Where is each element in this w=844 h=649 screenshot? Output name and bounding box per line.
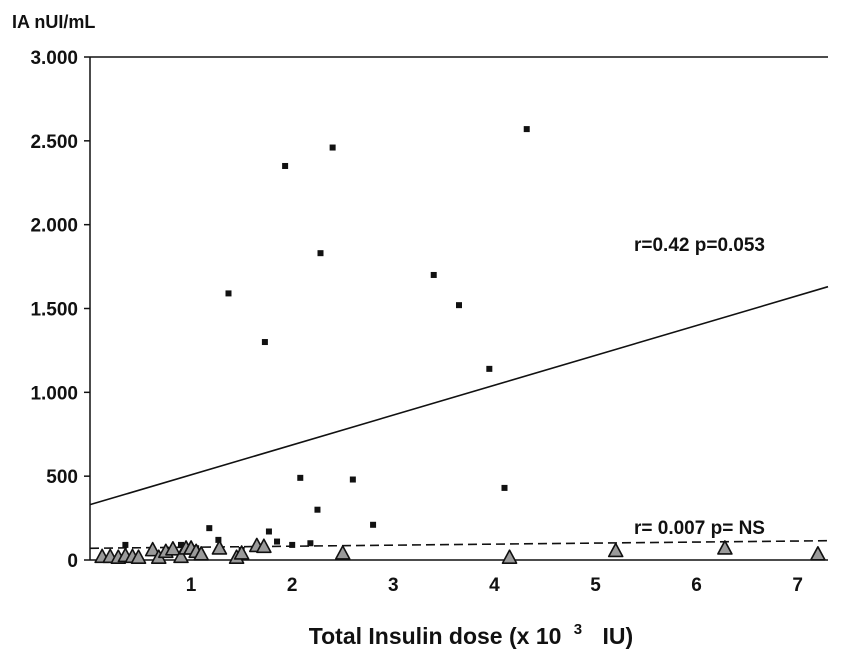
- square-point: [122, 541, 129, 548]
- triangle-point: [607, 542, 624, 558]
- triangle-point: [810, 546, 826, 561]
- triangle-point: [233, 545, 250, 560]
- x-tick-label: 4: [489, 575, 500, 596]
- x-axis-label-superscript: 3: [574, 621, 582, 638]
- triangle-point: [717, 540, 733, 555]
- square-point: [370, 521, 377, 528]
- square-point: [501, 484, 508, 491]
- x-tick-label: 5: [590, 575, 601, 596]
- x-tick-label: 6: [691, 575, 702, 596]
- square-point: [215, 536, 222, 543]
- x-axis-label-unit: IU): [603, 623, 634, 649]
- square-point: [456, 302, 462, 309]
- trend-annotation-dashed: r= 0.007 p= NS: [634, 518, 765, 539]
- x-tick-label: 2: [287, 575, 298, 596]
- square-point: [317, 250, 324, 257]
- triangle-point: [211, 540, 228, 555]
- plot-area: [89, 56, 828, 561]
- y-axis-title: IA nUI/mL: [12, 12, 95, 32]
- y-tick-label: 0: [67, 551, 78, 572]
- triangle-point: [334, 545, 351, 560]
- x-tick-label: 1: [186, 575, 197, 596]
- x-tick-label: 7: [792, 575, 803, 596]
- data-points: [94, 126, 826, 564]
- trend-annotation-solid: r=0.42 p=0.053: [634, 235, 765, 256]
- square-point: [177, 541, 184, 548]
- square-point: [225, 290, 232, 297]
- square-point: [486, 365, 493, 372]
- y-tick-labels: 0 500 1.000 1.500 2.000 2.500 3.000: [30, 48, 90, 572]
- square-point: [430, 271, 437, 278]
- x-tick-labels: 1 2 3 4 5 6 7: [186, 575, 803, 596]
- square-point: [206, 525, 213, 532]
- square-point: [329, 144, 336, 151]
- y-tick-label: 500: [46, 467, 78, 488]
- y-tick-label: 2.500: [30, 132, 78, 153]
- y-axis-label: IA nUI/mL: [12, 12, 95, 32]
- trend-line-solid: [89, 285, 829, 506]
- triangle-point: [501, 549, 518, 564]
- y-tick-label: 3.000: [30, 48, 78, 69]
- square-point: [289, 541, 296, 548]
- triangle-point: [193, 546, 210, 561]
- square-point: [274, 538, 281, 545]
- y-tick-label: 1.000: [30, 383, 78, 404]
- square-point: [265, 528, 272, 535]
- triangle-point: [256, 538, 272, 554]
- x-axis-label-main: Total Insulin dose (x 10: [309, 623, 562, 649]
- trend-lines: [89, 285, 829, 550]
- square-point: [523, 126, 530, 133]
- square-point: [261, 339, 268, 346]
- square-point: [307, 540, 314, 547]
- y-tick-label: 2.000: [30, 216, 78, 237]
- square-point: [297, 474, 304, 481]
- triangle-point: [173, 548, 189, 564]
- square-point: [282, 162, 289, 169]
- triangle-point: [130, 549, 147, 564]
- y-tick-label: 1.500: [30, 300, 78, 321]
- triangle-point: [144, 541, 161, 557]
- x-axis-title: Total Insulin dose (x 10 3 IU): [309, 613, 633, 649]
- x-tick-label: 3: [388, 575, 399, 596]
- square-point: [314, 506, 321, 513]
- triangle-point: [165, 540, 181, 556]
- square-point: [349, 476, 356, 483]
- trend-line-dashed: [89, 539, 829, 550]
